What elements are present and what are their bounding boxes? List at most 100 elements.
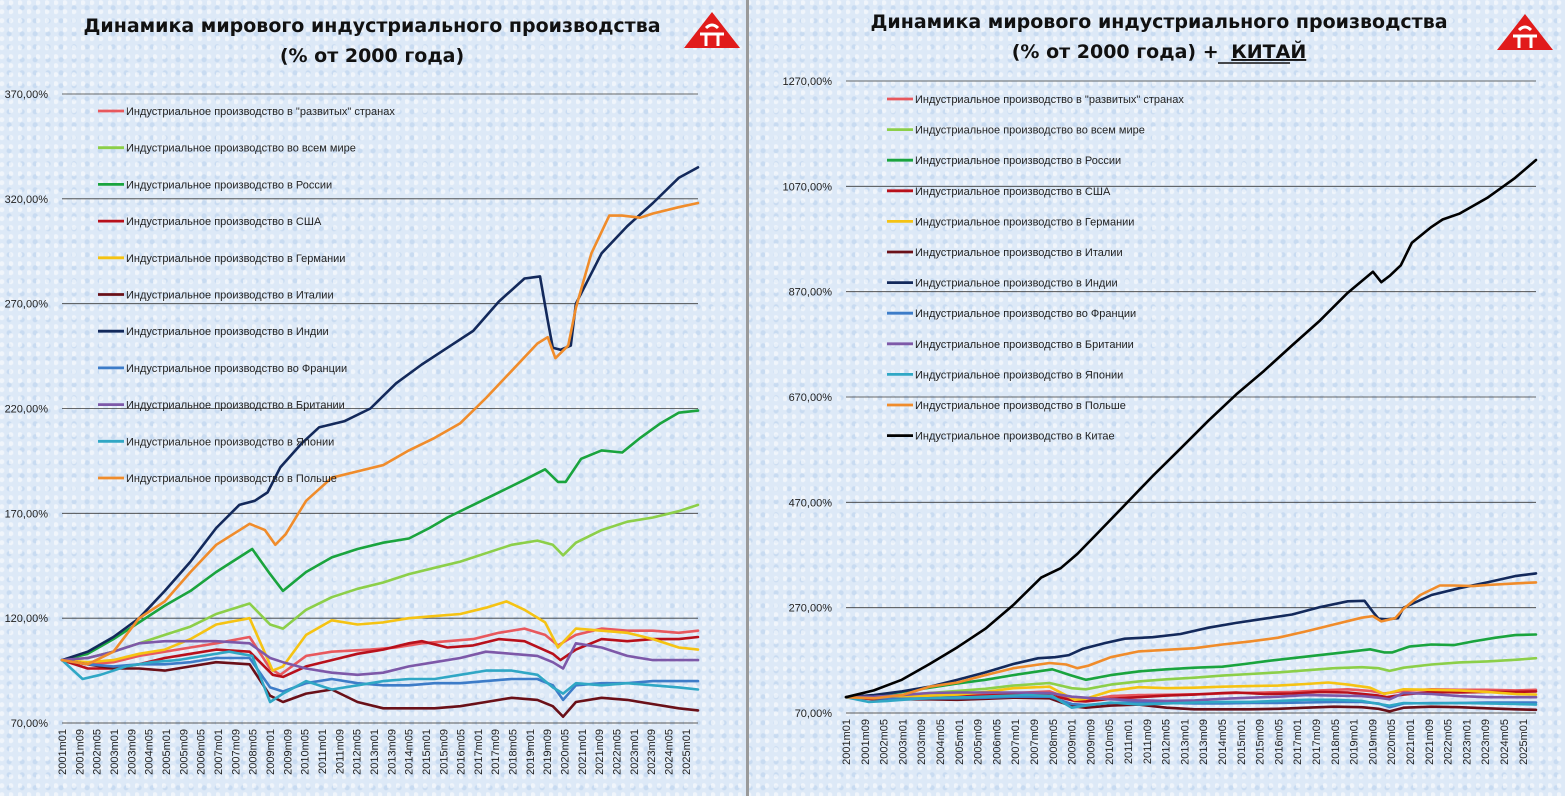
- x-tick-label: 2013m01: [1179, 719, 1191, 765]
- x-tick-label: 2014m05: [404, 729, 416, 775]
- x-tick-label: 2022m05: [1443, 719, 1455, 765]
- x-tick-label: 2010m05: [300, 729, 312, 775]
- x-tick-label: 2006m05: [196, 729, 208, 775]
- legend-label: Индустриальное производство в "развитых"…: [915, 94, 1184, 106]
- x-tick-label: 2021m09: [1424, 719, 1436, 765]
- x-tick-label: 2013m09: [1198, 719, 1210, 765]
- series-line: [844, 656, 1538, 699]
- x-tick-label: 2025m01: [1518, 719, 1530, 765]
- series-line: [60, 503, 700, 662]
- legend-label: Индустриальное производство в США: [915, 186, 1111, 198]
- x-tick-label: 2013m01: [369, 729, 381, 775]
- chart-right-plot: 70,00% 270,00% 470,00% 670,00% 870,00% 1070,0…: [782, 76, 1538, 765]
- legend-label: Индустриальное производство в Индии: [126, 326, 329, 338]
- chart-right: Динамика мирового индустриального произв…: [782, 11, 1553, 765]
- x-tick-label: 2019m01: [1349, 719, 1361, 765]
- chart-left-plot: 70,00% 120,00% 170,00% 220,00% 270,00% 320,00…: [5, 89, 700, 775]
- y-tick-label: 270,00%: [5, 299, 49, 311]
- y-tick-label: 370,00%: [5, 89, 49, 101]
- x-tick-label: 2023m01: [629, 729, 641, 775]
- legend-label: Индустриальное производство в Индии: [915, 278, 1118, 290]
- series-line: [60, 639, 700, 677]
- svg-text:(% от 2000 года) + КИТАЙ: (% от 2000 года) + КИТАЙ: [1012, 40, 1307, 63]
- x-tick-label: 2001m01: [841, 719, 853, 765]
- legend-label: Индустриальное производство в Италии: [915, 247, 1123, 259]
- x-tick-label: 2020m05: [1386, 719, 1398, 765]
- x-tick-label: 2004m05: [935, 719, 947, 765]
- y-tick-label: 70,00%: [795, 708, 833, 720]
- x-tick-label: 2019m09: [542, 729, 554, 775]
- x-tick-label: 2023m09: [646, 729, 658, 775]
- x-tick-label: 2012m05: [1161, 719, 1173, 765]
- y-tick-label: 470,00%: [789, 497, 833, 509]
- x-tick-label: 2021m09: [594, 729, 606, 775]
- chart-right-title: Динамика мирового индустриального произв…: [870, 11, 1447, 33]
- legend-label: Индустриальное производство в России: [126, 179, 332, 191]
- x-tick-label: 2024m05: [1499, 719, 1511, 765]
- y-tick-label: 1270,00%: [782, 76, 832, 88]
- series-line: [60, 201, 700, 666]
- x-tick-label: 2015m01: [421, 729, 433, 775]
- x-tick-label: 2015m01: [1236, 719, 1248, 765]
- legend-label: Индустриальное производство в Польше: [126, 473, 337, 485]
- x-tick-label: 2019m09: [1367, 719, 1379, 765]
- x-tick-label: 2001m09: [860, 719, 872, 765]
- logo-icon: [684, 12, 740, 48]
- x-tick-label: 2001m09: [74, 729, 86, 775]
- chart-left-title: Динамика мирового индустриального произв…: [83, 15, 660, 37]
- x-tick-label: 2005m09: [178, 729, 190, 775]
- x-tick-label: 2009m01: [265, 729, 277, 775]
- logo-icon: [1497, 14, 1553, 50]
- series-line: [844, 691, 1538, 703]
- x-tick-label: 2003m09: [126, 729, 138, 775]
- x-tick-label: 2002m05: [92, 729, 104, 775]
- legend-label: Индустриальное производство в Британии: [915, 339, 1134, 351]
- x-tick-label: 2017m01: [1292, 719, 1304, 765]
- x-tick-label: 2018m05: [508, 729, 520, 775]
- x-tick-label: 2017m09: [1311, 719, 1323, 765]
- series-line: [60, 409, 700, 662]
- x-tick-label: 2003m01: [897, 719, 909, 765]
- legend-label: Индустриальное производство во Франции: [126, 363, 347, 375]
- x-tick-label: 2011m09: [334, 729, 346, 774]
- y-tick-label: 1070,00%: [782, 181, 832, 193]
- chart-left-subtitle: (% от 2000 года): [280, 45, 464, 67]
- x-tick-label: 2023m01: [1461, 719, 1473, 765]
- legend-label: Индустриальное производство в Китае: [915, 431, 1115, 443]
- y-tick-label: 170,00%: [5, 508, 49, 520]
- y-tick-label: 870,00%: [789, 287, 833, 299]
- x-tick-label: 2011m01: [317, 729, 329, 774]
- legend-label: Индустриальное производство в Польше: [915, 400, 1126, 412]
- series-line: [60, 166, 700, 662]
- series-line: [60, 650, 700, 704]
- x-tick-label: 2014m05: [1217, 719, 1229, 765]
- x-tick-label: 2003m01: [109, 729, 121, 775]
- x-tick-label: 2015m09: [1255, 719, 1267, 765]
- x-tick-label: 2011m01: [1123, 719, 1135, 764]
- x-tick-label: 2022m05: [612, 729, 624, 775]
- x-tick-label: 2025m01: [681, 729, 693, 775]
- legend-label: Индустриальное производство в США: [126, 216, 322, 228]
- x-tick-label: 2005m01: [161, 729, 173, 775]
- x-tick-label: 2006m05: [991, 719, 1003, 765]
- series-line: [60, 658, 700, 719]
- x-tick-label: 2017m09: [490, 729, 502, 775]
- legend-label: Индустриальное производство в Японии: [915, 369, 1123, 381]
- series-line: [844, 633, 1538, 699]
- x-tick-label: 2013m09: [386, 729, 398, 775]
- x-tick-label: 2007m09: [230, 729, 242, 775]
- x-tick-label: 2019m01: [525, 729, 537, 775]
- y-tick-label: 70,00%: [11, 718, 49, 730]
- x-tick-label: 2001m01: [57, 729, 69, 775]
- x-tick-label: 2009m09: [1085, 719, 1097, 765]
- x-tick-label: 2023m09: [1480, 719, 1492, 765]
- series-line: [844, 693, 1538, 710]
- series-line: [60, 656, 700, 702]
- x-tick-label: 2008m05: [248, 729, 260, 775]
- x-tick-label: 2004m05: [144, 729, 156, 775]
- legend-label: Индустриальное производство в Германии: [915, 216, 1134, 228]
- legend-label: Индустриальное производство в "развитых"…: [126, 106, 395, 118]
- x-tick-label: 2016m05: [1273, 719, 1285, 765]
- legend-label: Индустриальное производство во всем мире: [915, 125, 1145, 137]
- x-tick-label: 2007m01: [1010, 719, 1022, 765]
